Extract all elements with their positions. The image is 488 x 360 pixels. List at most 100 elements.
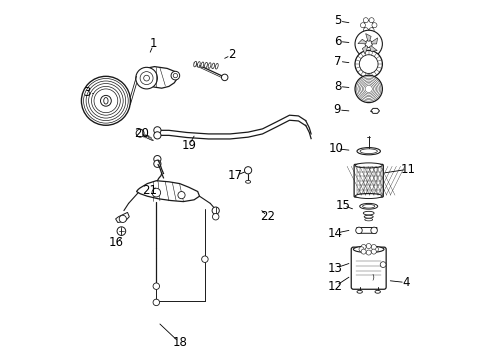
Polygon shape <box>370 108 379 113</box>
Circle shape <box>355 227 362 234</box>
Circle shape <box>153 283 159 289</box>
Circle shape <box>360 249 366 254</box>
Circle shape <box>371 23 376 28</box>
Text: 10: 10 <box>328 142 343 155</box>
Polygon shape <box>357 39 366 44</box>
Circle shape <box>140 72 153 85</box>
Ellipse shape <box>208 63 211 68</box>
Circle shape <box>153 127 161 134</box>
Text: 17: 17 <box>227 169 243 182</box>
Circle shape <box>366 250 370 255</box>
Circle shape <box>366 244 370 248</box>
Text: 16: 16 <box>108 237 123 249</box>
Circle shape <box>153 299 159 306</box>
Circle shape <box>370 227 377 234</box>
Circle shape <box>117 227 125 235</box>
Circle shape <box>380 262 385 267</box>
Text: 2: 2 <box>228 48 235 61</box>
Circle shape <box>91 86 120 115</box>
Ellipse shape <box>364 218 372 221</box>
Circle shape <box>83 78 128 123</box>
Ellipse shape <box>146 136 148 139</box>
Ellipse shape <box>354 163 382 168</box>
Ellipse shape <box>356 148 380 155</box>
Text: 22: 22 <box>260 210 275 223</box>
Ellipse shape <box>144 135 146 138</box>
Circle shape <box>363 28 367 33</box>
Circle shape <box>354 75 382 103</box>
Text: 21: 21 <box>142 184 157 197</box>
Text: 20: 20 <box>134 127 148 140</box>
Ellipse shape <box>204 62 207 68</box>
Circle shape <box>101 95 111 106</box>
Text: 4: 4 <box>402 276 409 289</box>
Ellipse shape <box>211 63 214 69</box>
Circle shape <box>88 84 123 118</box>
Ellipse shape <box>215 63 218 69</box>
Text: 13: 13 <box>327 262 342 275</box>
Circle shape <box>212 213 219 220</box>
Text: 8: 8 <box>334 80 341 93</box>
Circle shape <box>212 207 219 214</box>
Circle shape <box>373 247 378 252</box>
Circle shape <box>368 28 373 33</box>
Circle shape <box>354 50 382 78</box>
Circle shape <box>359 55 377 73</box>
Polygon shape <box>369 46 376 51</box>
Circle shape <box>171 71 179 80</box>
Circle shape <box>152 188 160 197</box>
Polygon shape <box>138 67 178 88</box>
Circle shape <box>153 156 161 163</box>
Ellipse shape <box>193 61 196 67</box>
Circle shape <box>370 249 376 254</box>
Text: 6: 6 <box>334 35 341 48</box>
Circle shape <box>136 67 157 89</box>
Ellipse shape <box>354 194 382 199</box>
Ellipse shape <box>359 203 377 209</box>
Text: 1: 1 <box>150 37 157 50</box>
Circle shape <box>358 247 363 252</box>
Circle shape <box>143 75 149 81</box>
Circle shape <box>363 21 373 30</box>
Text: 19: 19 <box>181 139 196 152</box>
Polygon shape <box>365 33 370 41</box>
Ellipse shape <box>245 180 250 183</box>
Circle shape <box>244 167 251 174</box>
Polygon shape <box>362 46 367 54</box>
Ellipse shape <box>364 215 372 218</box>
Ellipse shape <box>201 62 203 68</box>
Text: 18: 18 <box>172 336 187 349</box>
FancyBboxPatch shape <box>353 164 383 197</box>
Circle shape <box>370 244 376 249</box>
Circle shape <box>153 160 161 167</box>
Ellipse shape <box>353 246 383 253</box>
Circle shape <box>368 18 373 23</box>
FancyBboxPatch shape <box>350 247 386 289</box>
Ellipse shape <box>103 98 108 104</box>
Ellipse shape <box>363 211 373 215</box>
Ellipse shape <box>197 62 200 67</box>
Circle shape <box>94 89 118 113</box>
Circle shape <box>354 30 382 58</box>
Text: 9: 9 <box>333 103 341 116</box>
Text: 11: 11 <box>400 163 415 176</box>
Text: 5: 5 <box>334 14 341 27</box>
Circle shape <box>173 73 177 78</box>
Circle shape <box>81 76 130 125</box>
Text: 7: 7 <box>334 55 341 68</box>
Circle shape <box>221 74 227 81</box>
Circle shape <box>360 23 365 28</box>
Text: ): ) <box>371 274 374 280</box>
Text: 12: 12 <box>327 280 342 293</box>
Text: 14: 14 <box>327 227 342 240</box>
Circle shape <box>201 256 208 262</box>
Circle shape <box>119 215 126 222</box>
Ellipse shape <box>374 290 380 293</box>
Circle shape <box>136 129 144 137</box>
Text: 15: 15 <box>335 199 349 212</box>
Polygon shape <box>136 181 199 202</box>
Polygon shape <box>370 38 377 44</box>
Text: 3: 3 <box>83 86 91 99</box>
Ellipse shape <box>362 204 374 208</box>
Circle shape <box>363 18 367 23</box>
